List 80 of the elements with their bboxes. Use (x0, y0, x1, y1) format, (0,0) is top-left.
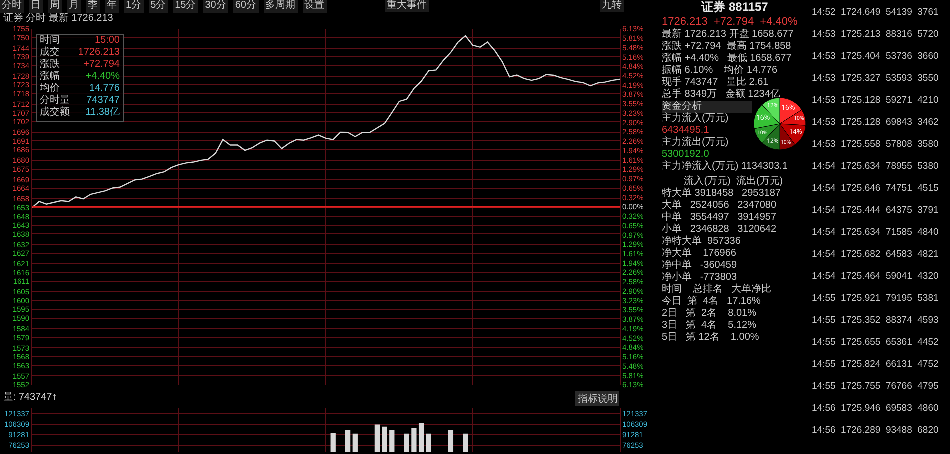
text: 3日 第 4名 5.12% (662, 320, 758, 332)
text: 今日 第 4名 17.16% (662, 296, 762, 308)
text: 净大单 176966 (662, 248, 738, 260)
annotation: 涨幅 (40, 71, 60, 83)
text: 1726.213 +72.794 +4.40% (662, 15, 799, 28)
text: 现手 743747 量比 2.61 (662, 77, 770, 88)
text: 九转 (600, 0, 624, 12)
text: 特大单 3918458 2953187 (662, 188, 782, 200)
text: 2日 第 2名 8.01% (662, 308, 758, 320)
annotation: 1726.213 (78, 47, 120, 59)
text: 总手 8349万 金额 1234亿 (662, 89, 782, 100)
text: 涨跌 +72.794 最高 1754.858 (662, 41, 792, 52)
annotation: 14.776 (89, 83, 120, 95)
chart-title: 量: 743747↑ (3, 392, 58, 403)
text: 14:55 1725.352 88374 4593 (812, 314, 940, 328)
line-series (32, 35, 620, 209)
annotation: 15:00 (94, 35, 120, 47)
text: 14:56 1726.289 93488 6820 (812, 424, 940, 438)
text: 14:53 1725.558 57808 3580 (812, 138, 940, 152)
text: 60分 (233, 0, 258, 13)
text: 小单 2346828 3120642 (662, 224, 778, 236)
text: 证券 881157 (700, 0, 770, 15)
text: 设置 (302, 0, 326, 13)
text: 14:53 1725.213 88316 5720 (812, 28, 940, 42)
annotation: 时间 (40, 35, 60, 46)
text: 周 (48, 0, 62, 13)
text: 振幅 6.10% 均价 14.776 (662, 65, 779, 76)
text: 净小单 -773803 (662, 272, 738, 284)
text: 14:54 1725.634 71585 4840 (812, 226, 940, 240)
text: 6434495.1 (662, 125, 710, 136)
text: 5日 第 12名 1.00% (662, 332, 760, 344)
text: 14:55 1725.921 79195 5381 (812, 292, 940, 306)
annotation: 均价 (40, 83, 60, 94)
text: 中单 3554497 3914957 (662, 212, 778, 224)
annotation: 分时量 (40, 95, 70, 106)
text: 14:54 1725.464 59041 4320 (812, 270, 940, 284)
text: 14:53 1725.327 53593 3550 (812, 72, 940, 86)
text: 指标说明 (577, 393, 618, 405)
text: 日 (29, 0, 43, 13)
annotation: 743747 (86, 95, 120, 107)
text: 涨幅 +4.40% 最低 1658.677 (662, 53, 793, 65)
text: 资金分析 (662, 101, 702, 112)
text: 季 (86, 0, 100, 13)
text: 主力流入(万元) (662, 113, 729, 124)
text: 主力净流入(万元) 1134303.1 (662, 161, 789, 173)
text: 14:52 1724.649 54139 3761 (812, 6, 940, 20)
text: 14:54 1725.444 64375 3791 (812, 204, 940, 218)
annotation: 11.38亿 (86, 107, 120, 119)
text: 14:56 1725.946 69583 4860 (812, 402, 940, 416)
text: 流入(万元) 流出(万元) (683, 176, 784, 188)
annotation: 涨跌 (40, 59, 60, 70)
text: 14:53 1725.128 59271 4210 (812, 94, 940, 108)
text: 年 (105, 0, 119, 13)
text: 14:54 1725.646 74751 4515 (812, 182, 940, 196)
text: 5300192.0 (662, 149, 710, 160)
text: 14:54 1725.682 64583 4821 (812, 248, 940, 262)
text: 时间 总排名 大单净比 (662, 284, 772, 296)
text: 大单 2524056 2347080 (662, 200, 778, 212)
text: 14:55 1725.824 66131 4752 (812, 358, 940, 372)
text: 14:54 1725.634 78955 5380 (812, 160, 940, 174)
text: 1分 (124, 0, 144, 13)
text: 14:53 1725.404 53736 3660 (812, 50, 940, 64)
text: 14:55 1725.655 65361 4452 (812, 336, 940, 350)
text: 最新 1726.213 开盘 1658.677 (662, 29, 795, 40)
text: 净中单 -360459 (662, 260, 738, 272)
text: 15分 (173, 0, 198, 13)
text: 重大事件 (385, 0, 429, 12)
text: 5分 (148, 0, 168, 13)
text: 多周期 (264, 0, 298, 13)
text: 14:53 1725.128 69843 3462 (812, 116, 940, 130)
text: 30分 (203, 0, 228, 13)
annotation: 成交额 (40, 107, 70, 119)
text: 月 (67, 0, 81, 13)
annotation: +72.794 (84, 59, 120, 71)
text: 分时 (0, 0, 24, 13)
annotation: 成交 (40, 47, 60, 58)
text: 净特大单 957336 (662, 236, 742, 248)
annotation: +4.40% (86, 71, 120, 83)
text: 主力流出(万元) (662, 137, 729, 148)
text: 14:55 1725.755 76766 4795 (812, 380, 940, 394)
